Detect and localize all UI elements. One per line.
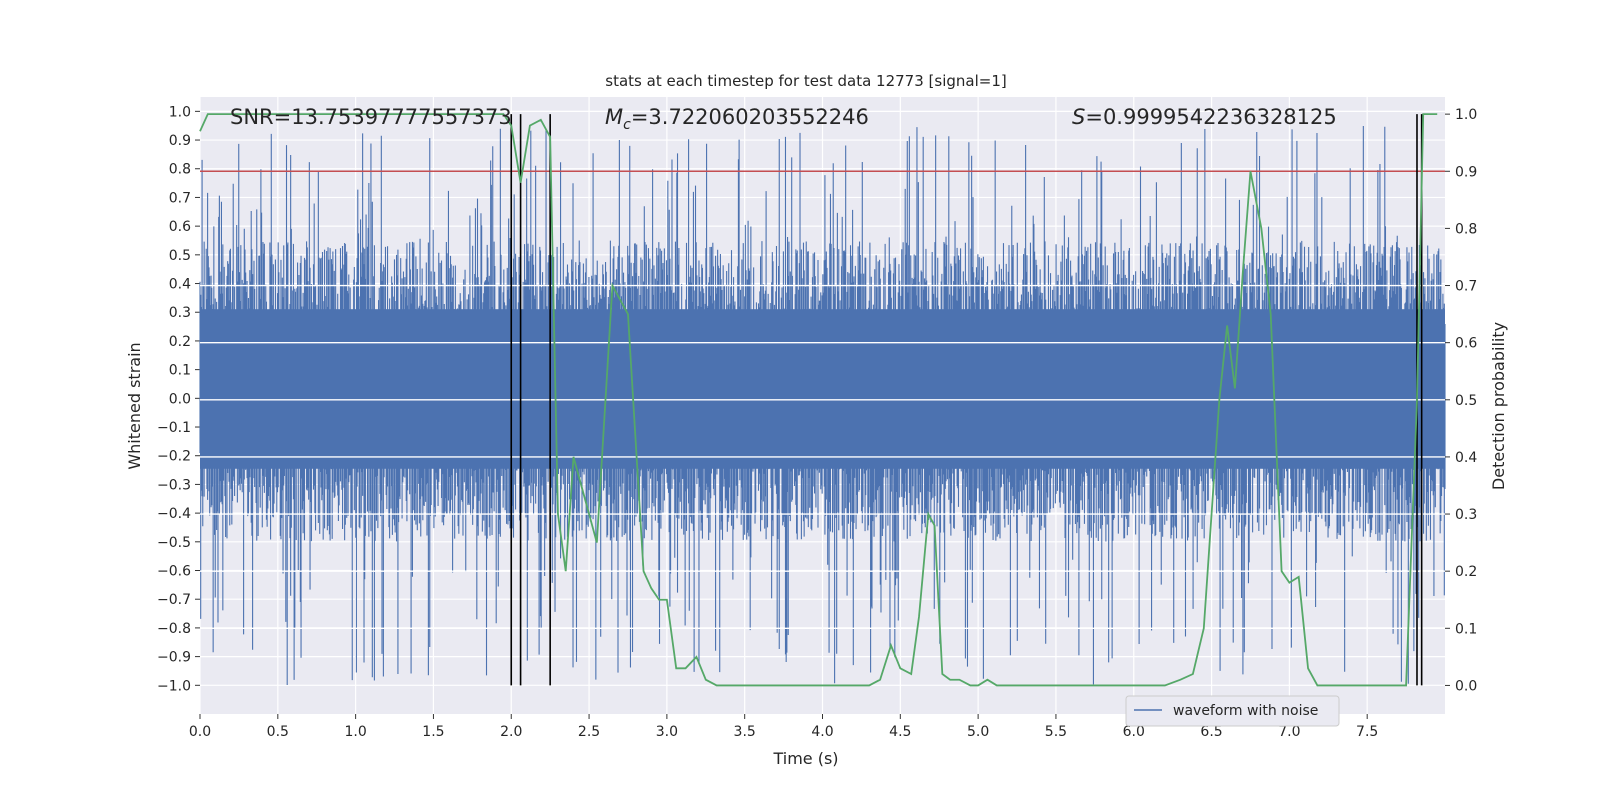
x-tick-label: 5.0: [967, 724, 989, 740]
y2-tick-label: 0.4: [1455, 450, 1477, 466]
x-tick-label: 3.0: [656, 724, 678, 740]
significance-value: =0.9999542236328125: [1085, 105, 1336, 129]
x-tick-label: 1.0: [344, 724, 366, 740]
y-tick-label: −0.8: [157, 621, 191, 637]
y-tick-label: −0.7: [157, 592, 191, 608]
y-tick-label: −0.3: [157, 477, 191, 493]
y2-tick-label: 0.7: [1455, 279, 1477, 295]
chirp-mass-symbol: M: [605, 105, 623, 129]
x-tick-label: 3.5: [734, 724, 756, 740]
y2-tick-label: 0.0: [1455, 678, 1477, 694]
y-tick-label: 0.7: [169, 190, 191, 206]
y-tick-label: −0.5: [157, 535, 191, 551]
chirp-mass-subscript: c: [623, 117, 631, 133]
probability-series: [199, 113, 1438, 687]
y2-tick-label: 0.1: [1455, 621, 1477, 637]
snr-annotation: SNR=13.75397777557373: [230, 105, 512, 129]
x-tick-label: 7.0: [1278, 724, 1300, 740]
y2-tick-label: 0.5: [1455, 393, 1477, 409]
x-tick-label: 5.5: [1045, 724, 1067, 740]
legend-box: [1125, 695, 1340, 727]
x-tick-label: 6.0: [1123, 724, 1145, 740]
legend-label: waveform with noise: [1173, 703, 1318, 719]
y-tick-label: 0.1: [169, 363, 191, 379]
y-tick-label: −0.9: [157, 650, 191, 666]
y-tick-label: −0.1: [157, 420, 191, 436]
x-tick-label: 2.0: [500, 724, 522, 740]
y-tick-label: 0.6: [169, 219, 191, 235]
y2-tick-label: 0.9: [1455, 164, 1477, 180]
y2-tick-label: 0.6: [1455, 336, 1477, 352]
y-tick-label: −0.6: [157, 564, 191, 580]
y-tick-label: 0.4: [169, 277, 191, 293]
x-axis-label: Time (s): [772, 749, 838, 768]
legend: waveform with noise: [1125, 695, 1340, 727]
y2-tick-label: 0.8: [1455, 221, 1477, 237]
significance-symbol: S: [1072, 105, 1085, 129]
y2-axis-label: Detection probability: [1489, 322, 1508, 490]
x-tick-label: 6.5: [1200, 724, 1222, 740]
x-tick-label: 2.5: [578, 724, 600, 740]
y-tick-label: −1.0: [157, 678, 191, 694]
x-tick-label: 1.5: [422, 724, 444, 740]
y-tick-label: 0.2: [169, 334, 191, 350]
x-tick-label: 7.5: [1356, 724, 1378, 740]
y-axis-label: Whitened strain: [125, 342, 144, 469]
x-tick-label: 0.5: [267, 724, 289, 740]
y-tick-label: 0.3: [169, 305, 191, 321]
waveform-core: [200, 309, 1445, 469]
y2-tick-label: 0.3: [1455, 507, 1477, 523]
y-tick-label: −0.4: [157, 506, 191, 522]
y-tick-label: 0.8: [169, 162, 191, 178]
y2-tick-label: 0.2: [1455, 564, 1477, 580]
chirp-mass-annotation: Mc=3.722060203552246: [605, 105, 869, 133]
y-tick-label: 0.9: [169, 133, 191, 149]
significance-annotation: S=0.9999542236328125: [1072, 105, 1337, 129]
y-tick-label: 0.5: [169, 248, 191, 264]
y-tick-label: −0.2: [157, 449, 191, 465]
y2-tick-label: 1.0: [1455, 107, 1477, 123]
chart-title: stats at each timestep for test data 127…: [605, 72, 1006, 90]
y-tick-label: 1.0: [169, 104, 191, 120]
y-tick-label: 0.0: [169, 391, 191, 407]
x-tick-label: 4.0: [811, 724, 833, 740]
chirp-mass-value: =3.722060203552246: [631, 105, 869, 129]
x-tick-label: 0.0: [189, 724, 211, 740]
x-tick-label: 4.5: [889, 724, 911, 740]
